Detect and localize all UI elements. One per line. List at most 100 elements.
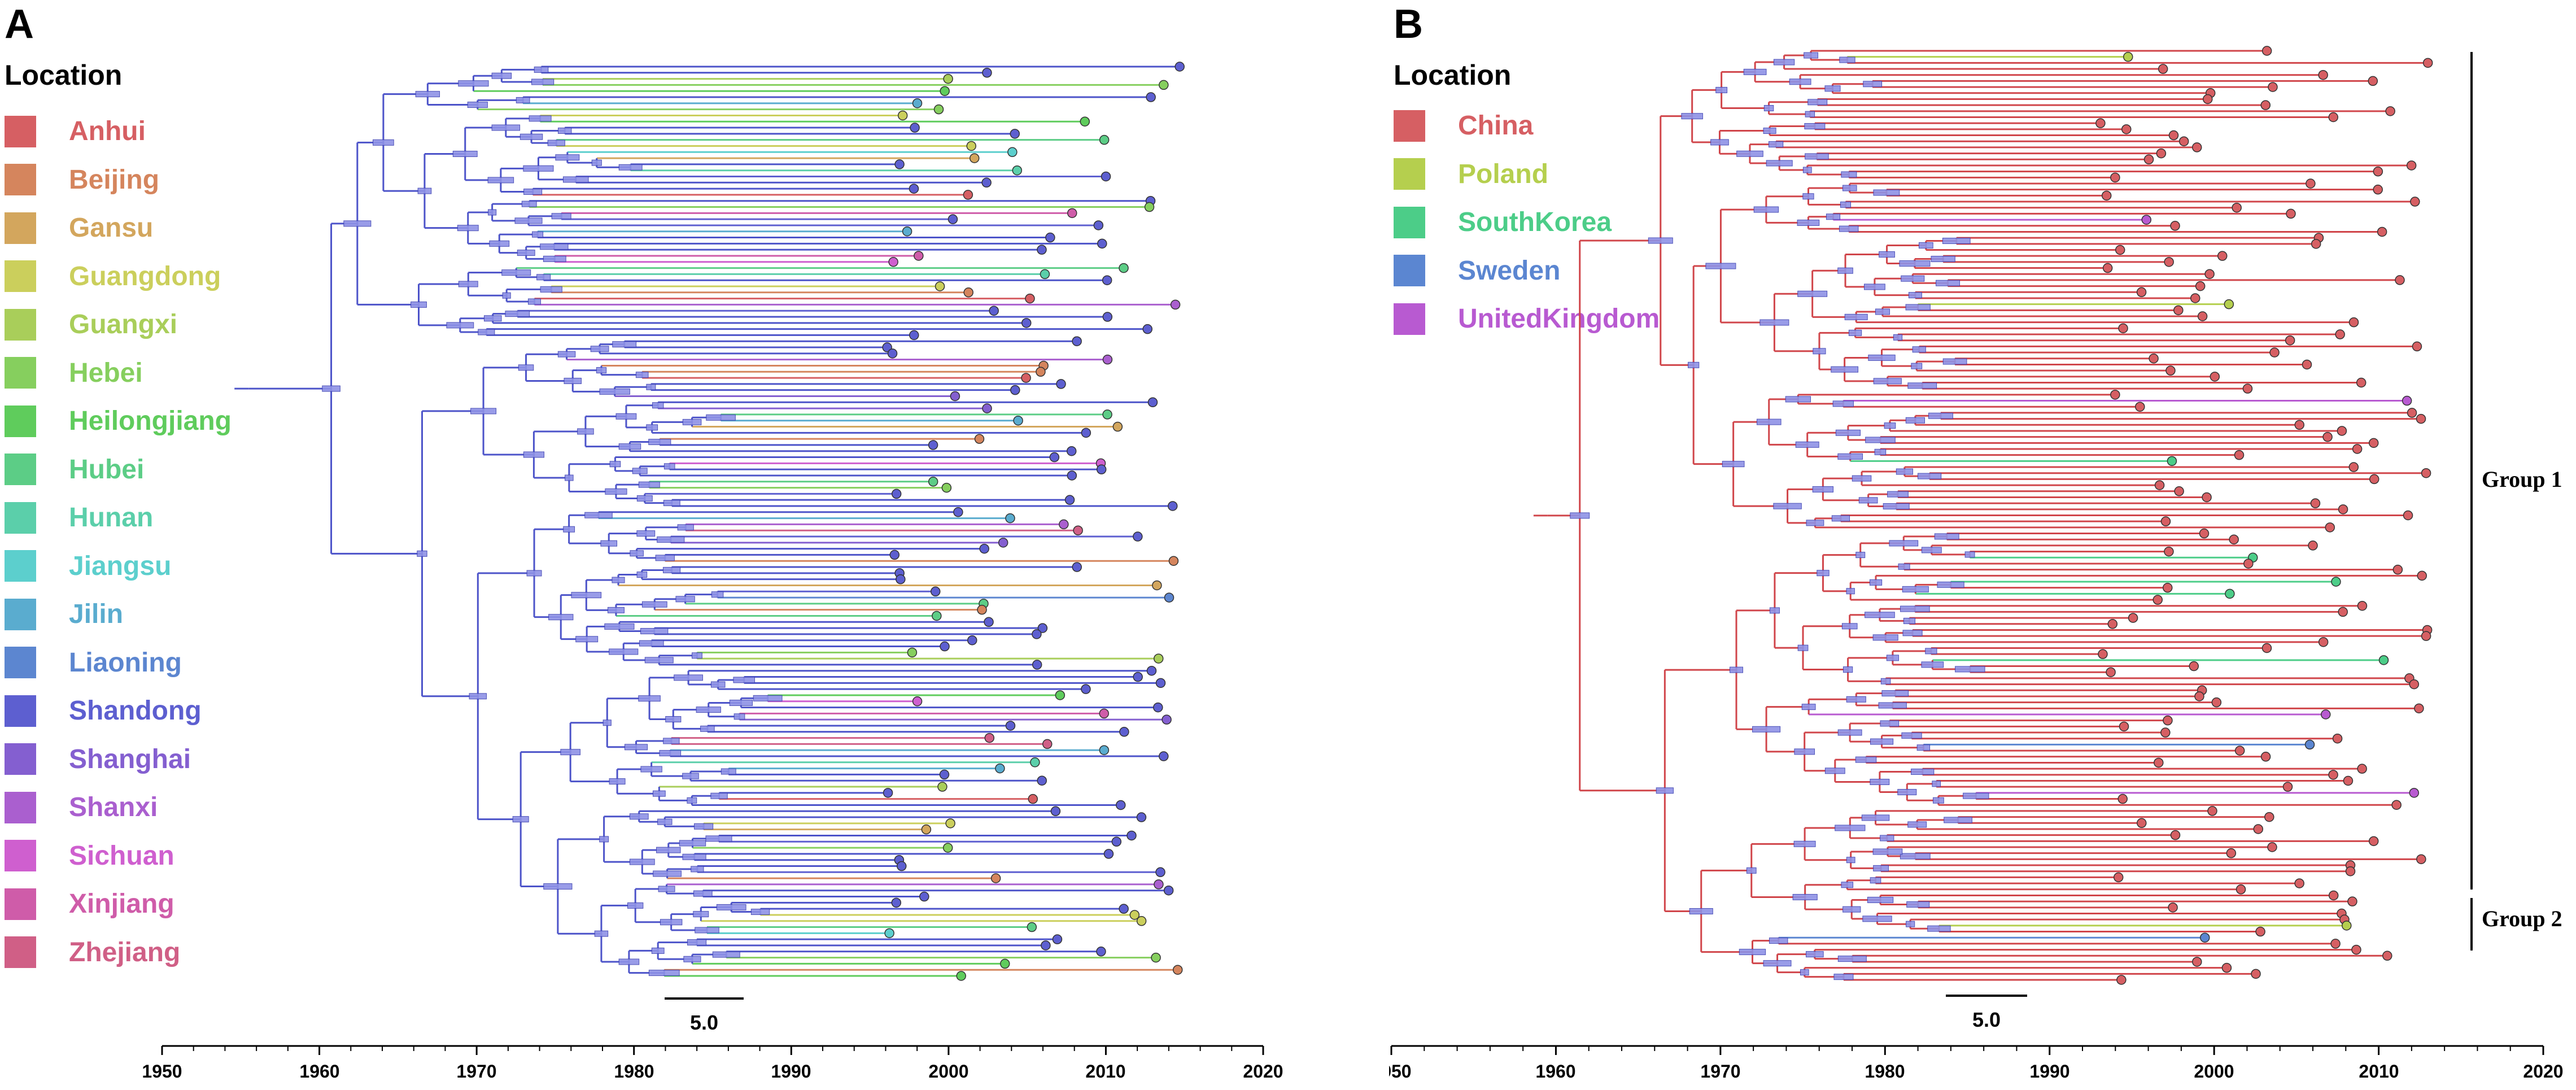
node-age-bar: [638, 695, 661, 702]
tree-tip: [1168, 556, 1179, 566]
tree-tip: [935, 281, 945, 291]
phylogenetic-tree-a: 5.0 1950 1960 1970 1980 1990 2000 2010 2…: [142, 62, 1283, 1082]
tree-tip: [2225, 588, 2235, 599]
node-age-bar: [1848, 329, 1862, 336]
node-age-bar: [1841, 623, 1858, 630]
tree-tip: [1167, 501, 1178, 511]
node-age-bar: [1964, 551, 1975, 558]
tree-tip: [1163, 885, 1174, 896]
axis-tick-label: 1980: [614, 1061, 654, 1082]
tree-tip: [1042, 739, 1053, 749]
node-age-bar: [636, 572, 648, 578]
tree-tip: [2191, 142, 2202, 152]
node-age-bar: [710, 792, 728, 799]
tree-tip: [2321, 709, 2331, 720]
tree-tip: [1021, 318, 1032, 328]
node-age-bar: [627, 902, 644, 909]
legend-item: Guangxi: [5, 300, 232, 349]
tree-branches: [1533, 50, 2428, 981]
legend-label: Shandong: [69, 696, 202, 726]
node-age-bar: [1824, 768, 1845, 774]
legend-swatch: [5, 647, 36, 679]
legend-item: Sichuan: [5, 832, 232, 880]
node-age-bar: [1921, 661, 1944, 668]
node-age-bar: [1934, 533, 1959, 540]
tree-tip: [912, 696, 923, 707]
tree-tip: [950, 391, 960, 402]
tree-tip: [933, 104, 944, 115]
node-age-bar: [1839, 56, 1855, 63]
tree-tip: [2234, 450, 2245, 460]
node-age-bar: [1878, 702, 1907, 709]
node-age-bar: [1805, 111, 1815, 117]
node-age-bars: [322, 66, 783, 976]
node-age-bar: [1766, 160, 1793, 167]
tree-tip: [884, 928, 894, 939]
node-age-bar: [1795, 441, 1819, 448]
node-age-bar: [1873, 189, 1900, 196]
tree-tip: [2194, 691, 2204, 701]
tree-tip: [1152, 580, 1162, 591]
node-age-bar: [1800, 969, 1809, 976]
node-age-bar: [646, 424, 658, 431]
legend-b: China Poland SouthKorea Sweden UnitedKin…: [1394, 102, 1660, 343]
node-age-bar: [518, 364, 534, 371]
tree-tip: [1005, 513, 1015, 524]
legend-label: Zhejiang: [69, 937, 181, 967]
tree-tip: [1032, 660, 1042, 670]
legend-label: Xinjiang: [69, 889, 174, 919]
tree-tip: [974, 434, 985, 444]
node-age-bar: [547, 139, 565, 146]
node-age-bar: [1846, 696, 1866, 703]
node-age-bar: [1802, 167, 1812, 173]
tree-tip: [1099, 708, 1109, 719]
tree-tip: [1159, 751, 1169, 761]
node-age-bar: [1855, 552, 1866, 559]
axis-tick-label: 1990: [771, 1061, 811, 1082]
node-age-bar: [563, 526, 575, 533]
tree-tip: [1037, 245, 1047, 255]
node-age-bar: [1756, 418, 1782, 425]
tree-tip: [939, 769, 950, 780]
tree-tip: [2211, 697, 2222, 708]
tree-tip: [2115, 245, 2125, 255]
tree-tip: [1081, 428, 1091, 438]
tree-tip: [979, 543, 989, 554]
legend-label: China: [1458, 111, 1534, 141]
tree-tip: [2347, 896, 2357, 906]
node-age-bar: [1942, 237, 1971, 244]
tree-tip: [1030, 757, 1040, 768]
node-age-bar: [658, 886, 675, 892]
node-age-bar: [1763, 960, 1792, 967]
tree-tip: [1146, 92, 1156, 102]
tree-tip: [984, 733, 995, 743]
node-age-bar: [662, 566, 681, 573]
tree-tip: [2243, 559, 2254, 569]
node-age-bar: [1773, 503, 1802, 509]
tree-tip: [998, 538, 1008, 548]
tree-tip: [2338, 607, 2348, 617]
tree-tip: [2294, 420, 2304, 430]
group-brackets: Group 1 Group 2: [2470, 52, 2562, 951]
node-age-bar: [1875, 308, 1890, 315]
node-age-bar: [458, 80, 489, 87]
node-age-bar: [687, 797, 697, 804]
tree-tip: [1055, 690, 1066, 700]
tree-tip: [2343, 775, 2354, 786]
tree-tip: [1170, 299, 1181, 310]
node-age-bar: [523, 451, 544, 458]
tree-tip: [1049, 452, 1060, 463]
node-age-bar: [1839, 225, 1859, 232]
tree-tip: [2162, 582, 2173, 593]
node-age-bar: [1868, 354, 1896, 361]
node-age-bar: [575, 636, 599, 643]
node-age-bar: [1689, 908, 1713, 914]
node-age-bar: [604, 623, 635, 630]
node-age-bar: [548, 614, 574, 621]
node-age-bar: [1900, 605, 1930, 612]
node-age-bar: [1797, 219, 1820, 226]
tree-tip: [937, 782, 948, 792]
node-age-bar: [1906, 901, 1930, 908]
tree-tips: [882, 62, 1185, 981]
node-age-bar: [648, 970, 680, 976]
